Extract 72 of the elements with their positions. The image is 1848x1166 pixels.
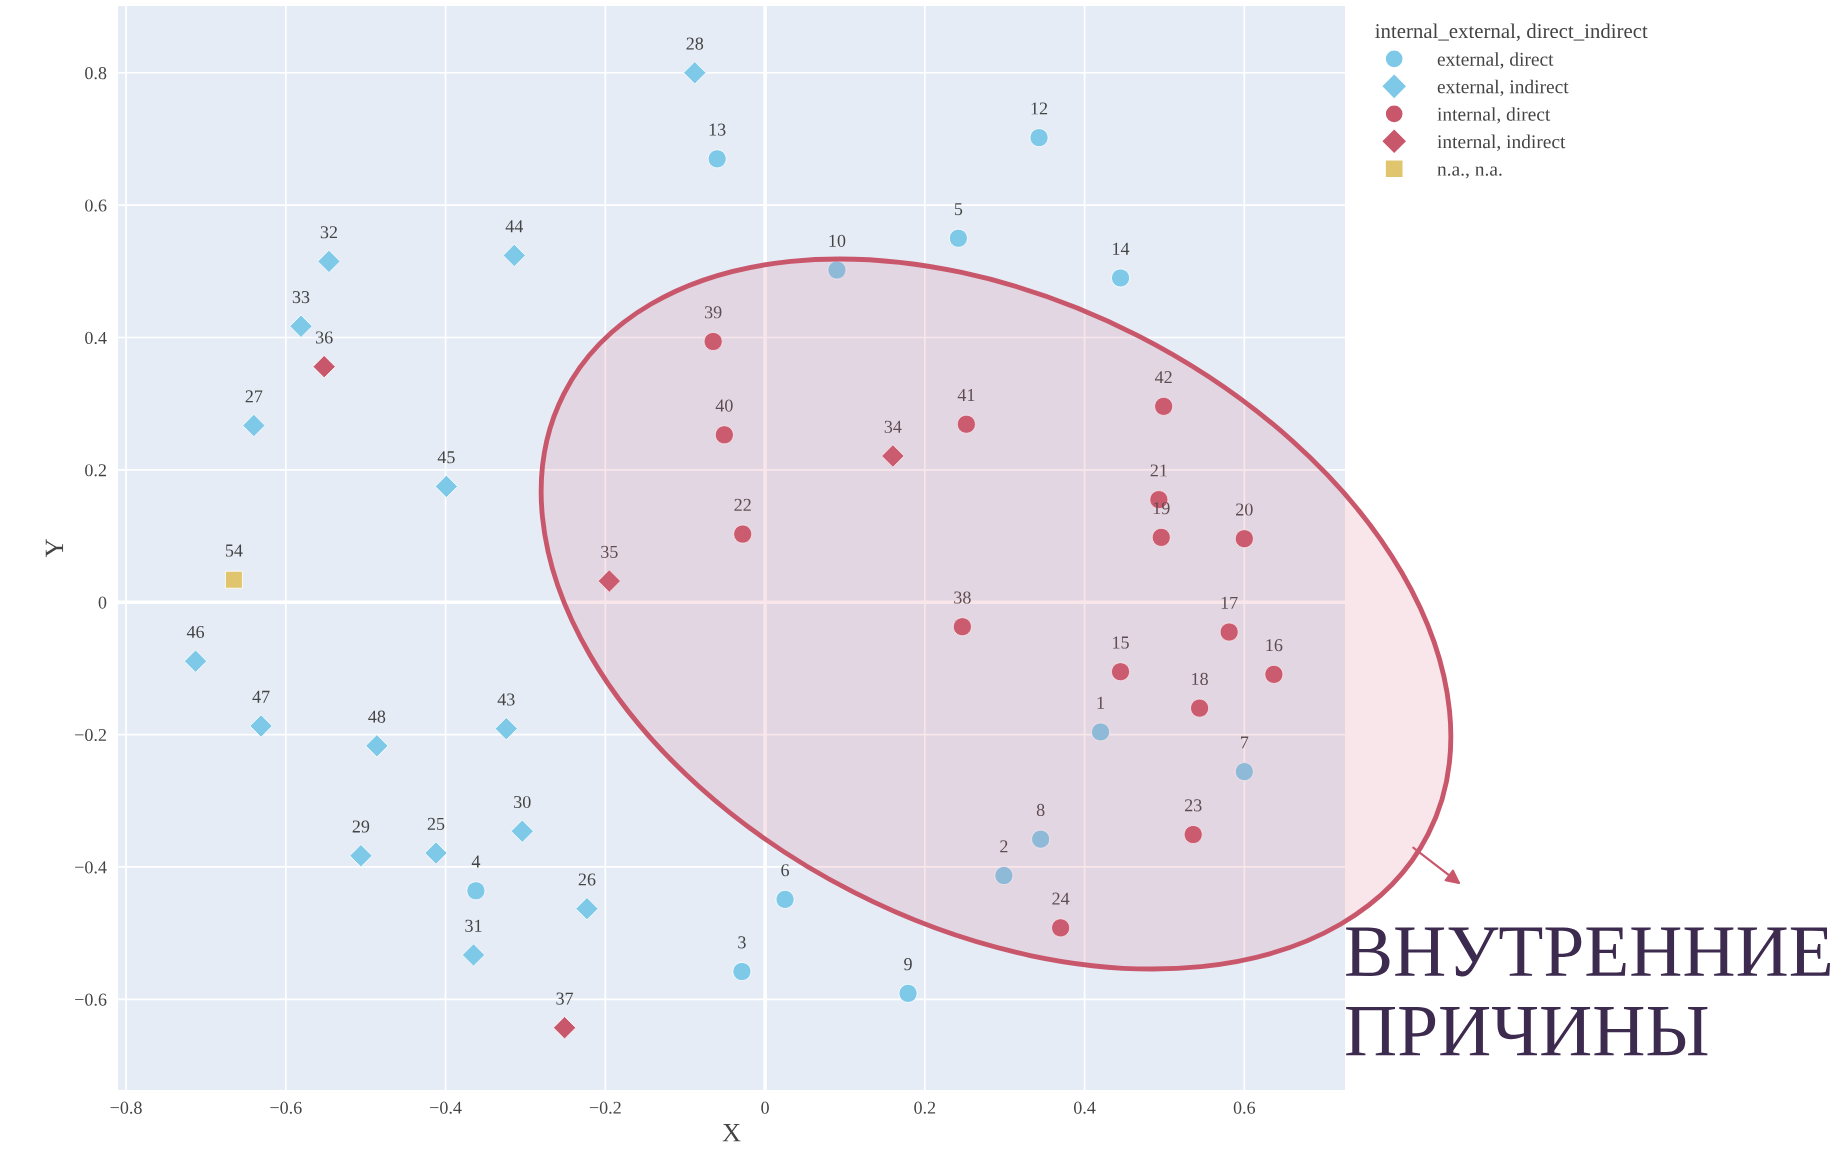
annotation: 28: [686, 37, 704, 50]
annotation: 13: [709, 123, 726, 136]
x-axis-title: X: [722, 1124, 741, 1142]
y-tick-label: 0.4: [85, 331, 107, 345]
text: ВНУТРЕННИЕ ПРИЧИНЫ: [1346, 927, 1831, 1056]
annotation: 38: [954, 591, 971, 604]
annotation: 54: [225, 544, 243, 557]
annotation: 46: [186, 625, 205, 639]
annotation: 7: [1241, 736, 1249, 749]
legend-label: internal, indirect: [1437, 134, 1566, 152]
annotation: 23: [1184, 799, 1202, 812]
x-tick-label: −0.2: [589, 1101, 621, 1114]
y-tick-label: −0.4: [75, 861, 107, 874]
annotation: 47: [252, 690, 270, 703]
annotation: 29: [352, 820, 370, 833]
annotation: 45: [437, 451, 455, 464]
annotation: 41: [957, 389, 975, 401]
annotation: 34: [884, 420, 902, 433]
annotation: 42: [1154, 371, 1172, 384]
annotation: 4: [471, 855, 481, 868]
annotation: 35: [601, 545, 618, 558]
annotation: 10: [829, 234, 846, 247]
annotation: 25: [427, 817, 445, 830]
annotation: 39: [704, 306, 722, 319]
x-tick-label: −0.4: [430, 1101, 462, 1114]
annotation: 24: [1052, 892, 1070, 905]
annotation: 21: [1150, 464, 1167, 477]
y-axis-title: Y: [45, 539, 64, 558]
y-tick-label: 0.6: [85, 199, 107, 212]
y-tick-label: 0: [98, 596, 107, 609]
legend-label: external, direct: [1437, 52, 1554, 69]
annotation: 8: [1036, 803, 1045, 817]
annotation: 22: [734, 498, 751, 511]
annotation: 33: [292, 291, 310, 304]
annotation: 6: [781, 864, 790, 877]
annotation: 44: [505, 220, 524, 233]
annotation: 40: [715, 399, 733, 412]
y-tick-label: 0.2: [85, 464, 106, 477]
annotation: 16: [1266, 639, 1283, 652]
annotation: 1: [1097, 696, 1104, 709]
annotation: 43: [497, 693, 515, 706]
x-tick-label: −0.6: [270, 1101, 302, 1114]
legend-label: n.a., n.a.: [1437, 166, 1502, 179]
y-tick-label: −0.6: [75, 993, 107, 1006]
x-tick-label: 0.4: [1073, 1101, 1096, 1114]
annotation: 15: [1113, 636, 1129, 649]
annotation: 20: [1236, 503, 1253, 516]
x-tick-label: 0: [761, 1101, 769, 1114]
annotation: 27: [245, 390, 263, 403]
annotation: 37: [556, 992, 574, 1005]
annotation: 31: [465, 919, 482, 932]
annotation: 9: [904, 958, 912, 971]
legend-label: internal, direct: [1437, 107, 1551, 124]
annotation: 30: [514, 795, 531, 809]
x-tick-label: 0.2: [914, 1101, 936, 1114]
x-tick-label: −0.8: [110, 1101, 142, 1114]
annotation: 14: [1113, 242, 1130, 255]
annotation: 18: [1192, 672, 1208, 686]
annotation: 36: [316, 331, 333, 344]
annotation: 26: [578, 873, 596, 886]
y-tick-label: −0.2: [75, 728, 106, 742]
annotation: 2: [1000, 840, 1008, 853]
annotation: 3: [738, 936, 746, 949]
annotation: 48: [368, 710, 386, 723]
annotation: 17: [1221, 596, 1238, 609]
y-tick-label: 0.8: [85, 67, 107, 80]
legend-title: internal_external, direct_indirect: [1375, 23, 1648, 42]
annotation: 32: [320, 226, 337, 239]
annotation: 12: [1031, 102, 1048, 115]
x-tick-label: 0.6: [1233, 1101, 1256, 1114]
legend-label: external, indirect: [1437, 79, 1569, 97]
annotation: 5: [954, 203, 963, 216]
